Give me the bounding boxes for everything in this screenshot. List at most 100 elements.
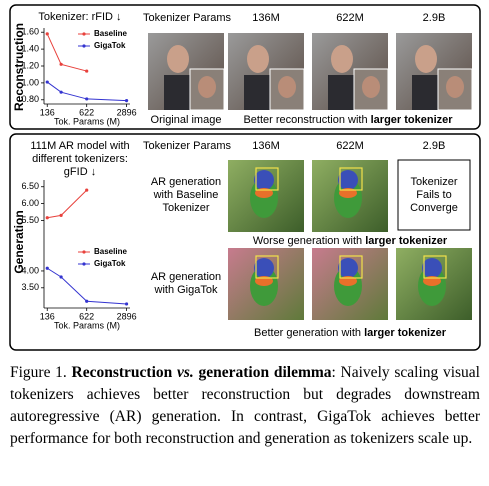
image-detail <box>331 45 353 73</box>
x-axis-label: Tok. Params (M) <box>54 320 120 330</box>
image-inset <box>255 255 279 279</box>
image-detail <box>198 76 216 98</box>
image-inset <box>339 255 363 279</box>
chart-title: Tokenizer: rFID ↓ <box>38 11 122 23</box>
series-line <box>46 267 127 305</box>
data-point <box>59 213 63 217</box>
data-point <box>85 188 89 192</box>
data-point <box>59 62 63 66</box>
image-detail <box>244 75 272 110</box>
column-header: 136M <box>252 12 280 24</box>
series-line <box>46 81 127 102</box>
row-label: AR generation with Baseline Tokenizer <box>150 176 222 214</box>
y-tick-label: 3.50 <box>21 282 39 292</box>
data-point <box>85 97 89 101</box>
column-header: 622M <box>336 12 364 24</box>
panel-frame <box>9 133 481 351</box>
column-header: 622M <box>336 140 364 152</box>
series-line <box>46 33 87 72</box>
legend-label: GigaTok <box>94 41 126 50</box>
panel-frame <box>9 4 481 130</box>
image-detail <box>278 76 296 98</box>
image-detail <box>164 75 192 110</box>
fail-box <box>397 159 471 231</box>
y-tick-label: 6.00 <box>21 198 39 208</box>
image-detail <box>415 45 437 73</box>
data-point <box>59 275 63 279</box>
image-detail <box>338 258 358 278</box>
figure-graphics: Reconstruction Generation Tokenizer Para… <box>9 4 481 351</box>
data-point <box>45 32 49 36</box>
legend-label: Baseline <box>94 29 127 38</box>
panel-note: Better reconstruction with larger tokeni… <box>243 114 453 126</box>
y-tick-label: 0.80 <box>21 94 39 104</box>
x-tick-label: 136 <box>40 311 55 321</box>
column-header: Tokenizer Params <box>143 140 232 152</box>
x-tick-label: 2896 <box>117 311 137 321</box>
column-header: 136M <box>252 140 280 152</box>
fail-box-text: Tokenizer Fails to Converge <box>410 176 458 214</box>
image-inset <box>339 167 363 191</box>
panel-note: Worse generation with larger tokenizer <box>253 235 448 247</box>
y-tick-label: 1.40 <box>21 43 39 53</box>
panel-label: Reconstruction <box>12 23 26 111</box>
image-detail <box>338 170 358 190</box>
y-tick-label: 1.00 <box>21 77 39 87</box>
series-line <box>47 189 88 219</box>
caption-bold: generation dilemma <box>193 364 332 381</box>
x-tick-label: 2896 <box>117 107 137 117</box>
column-header: 2.9B <box>423 140 446 152</box>
x-tick-label: 136 <box>40 107 55 117</box>
chart-title: 111M AR model with different tokenizers:… <box>30 140 130 178</box>
data-point <box>125 99 129 103</box>
image-inset <box>255 167 279 191</box>
image-detail <box>412 75 440 110</box>
note-bold: larger tokenizer <box>365 235 448 247</box>
panel-label: Generation <box>12 210 26 273</box>
legend-marker <box>82 250 86 254</box>
x-tick-label: 622 <box>79 311 94 321</box>
data-point <box>45 80 49 84</box>
panel-note: Better generation with larger tokenizer <box>254 327 447 339</box>
column-header: Tokenizer Params <box>143 12 232 24</box>
caption-bold-italic: vs. <box>177 364 194 381</box>
y-tick-label: 5.50 <box>21 215 39 225</box>
note-text: Better reconstruction with <box>243 114 370 126</box>
data-point <box>85 299 89 303</box>
legend-label: Baseline <box>94 247 127 256</box>
image-detail <box>167 45 189 73</box>
row-label: AR generation with GigaTok <box>150 271 222 296</box>
image-detail <box>247 45 269 73</box>
note-text: Better generation with <box>254 327 364 339</box>
image-caption: Original image <box>151 114 222 126</box>
caption-bold: Reconstruction <box>71 364 177 381</box>
image-detail <box>422 258 442 278</box>
column-header: 2.9B <box>423 12 446 24</box>
caption-label: Figure 1. <box>10 364 72 381</box>
y-tick-label: 6.50 <box>21 181 39 191</box>
y-tick-label: 4.00 <box>21 265 39 275</box>
data-point <box>85 69 89 73</box>
legend-label: GigaTok <box>94 259 126 268</box>
legend-marker <box>82 262 86 266</box>
note-text: Worse generation with <box>253 235 365 247</box>
image-inset <box>423 255 447 279</box>
data-point <box>45 216 49 220</box>
note-bold: larger tokenizer <box>364 327 447 339</box>
y-tick-label: 1.20 <box>21 60 39 70</box>
y-tick-label: 1.60 <box>21 27 39 37</box>
data-point <box>125 302 129 306</box>
image-detail <box>446 76 464 98</box>
x-tick-label: 622 <box>79 107 94 117</box>
data-point <box>45 266 49 270</box>
caption-text: : Naively scaling visual tokenizers achi… <box>10 364 480 447</box>
image-detail <box>362 76 380 98</box>
image-inset <box>437 68 473 111</box>
image-detail <box>254 170 274 190</box>
image-detail <box>254 258 274 278</box>
legend-marker <box>82 44 86 48</box>
figure-caption: Figure 1. Reconstruction vs. generation … <box>10 362 480 450</box>
x-axis-label: Tok. Params (M) <box>54 116 120 126</box>
legend-marker <box>82 32 86 36</box>
